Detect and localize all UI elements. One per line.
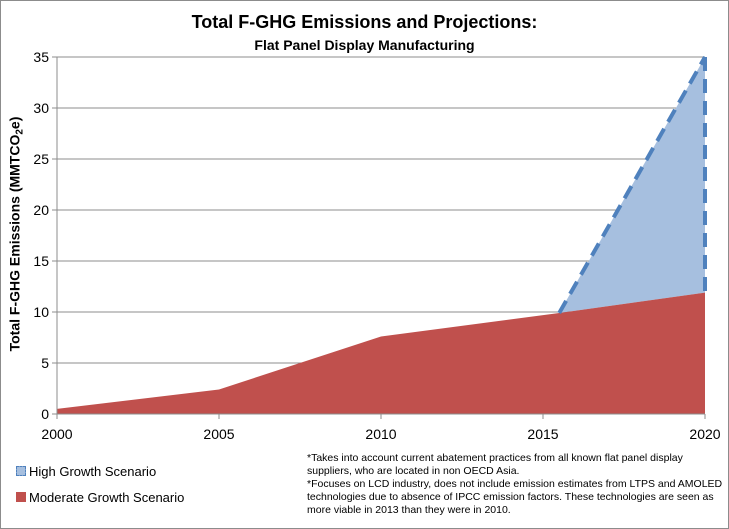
y-tick-label-5: 5 (41, 355, 49, 371)
chart-subtitle: Flat Panel Display Manufacturing (254, 37, 475, 53)
footnotes: *Takes into account current abatement pr… (307, 452, 727, 517)
y-tick-label-15: 15 (33, 253, 49, 269)
y-tick-label-25: 25 (33, 151, 49, 167)
x-tick-label-2010: 2010 (365, 426, 396, 442)
y-tick-label-10: 10 (33, 304, 49, 320)
y-tick-label-20: 20 (33, 202, 49, 218)
legend: High Growth Scenario Moderate Growth Sce… (16, 463, 184, 515)
y-tick-label-30: 30 (33, 100, 49, 116)
legend-swatch-moderate (16, 492, 26, 502)
x-tick-label-2000: 2000 (41, 426, 72, 442)
y-tick-label-0: 0 (41, 406, 49, 422)
legend-item-high: High Growth Scenario (16, 463, 184, 479)
y-tick-label-35: 35 (33, 49, 49, 65)
legend-swatch-high (16, 466, 26, 476)
x-tick-label-2005: 2005 (203, 426, 234, 442)
legend-label-high: High Growth Scenario (29, 463, 157, 479)
x-tick-label-2020: 2020 (689, 426, 720, 442)
x-tick-label-2015: 2015 (527, 426, 558, 442)
legend-item-moderate: Moderate Growth Scenario (16, 489, 184, 505)
footnote-2: *Focuses on LCD industry, does not inclu… (307, 478, 723, 516)
footnote-1: *Takes into account current abatement pr… (307, 452, 683, 477)
high-growth-diagonal-line (557, 56, 707, 315)
chart-title: Total F-GHG Emissions and Projections: (191, 12, 538, 32)
legend-label-moderate: Moderate Growth Scenario (29, 489, 185, 505)
area-moderate-growth (57, 292, 705, 414)
